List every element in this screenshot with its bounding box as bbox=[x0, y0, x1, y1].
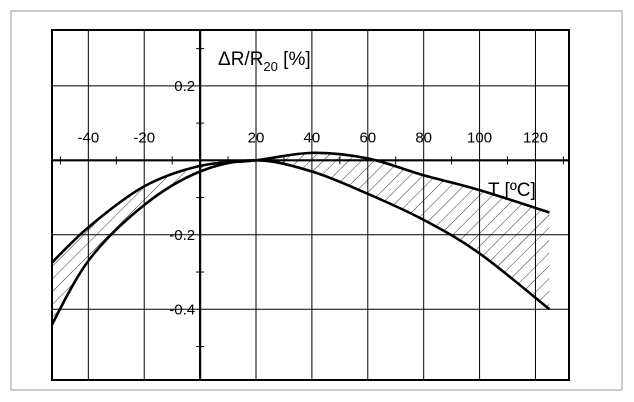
x-tick-label: 60 bbox=[359, 129, 376, 146]
y-tick-label: -0.2 bbox=[169, 227, 195, 244]
outer-frame bbox=[10, 10, 623, 391]
series-curves bbox=[52, 151, 551, 328]
upper-limit-curve bbox=[52, 151, 550, 265]
y-tick-label: -0.4 bbox=[169, 301, 195, 318]
lower-limit-curve bbox=[52, 159, 551, 328]
y-tick-labels: 0.2 -0.2 -0.4 bbox=[169, 78, 195, 318]
shaded-tolerance-band bbox=[52, 152, 550, 325]
x-tick-label: 100 bbox=[467, 129, 492, 146]
hatched-band bbox=[52, 152, 550, 325]
x-tick-label: -20 bbox=[133, 129, 155, 146]
x-tick-labels: -40 -20 20 40 60 80 100 120 bbox=[77, 129, 547, 146]
x-axis-label: T [ºC] bbox=[488, 180, 536, 201]
x-tick-label: -40 bbox=[77, 129, 99, 146]
x-tick-label: 40 bbox=[304, 129, 321, 146]
x-tick-label: 20 bbox=[248, 129, 265, 146]
axes bbox=[52, 30, 569, 380]
x-tick-label: 120 bbox=[523, 129, 548, 146]
x-tick-label: 80 bbox=[415, 129, 432, 146]
y-tick-label: 0.2 bbox=[174, 78, 195, 95]
y-axis-label: ΔR/R20 [%] bbox=[218, 49, 311, 74]
